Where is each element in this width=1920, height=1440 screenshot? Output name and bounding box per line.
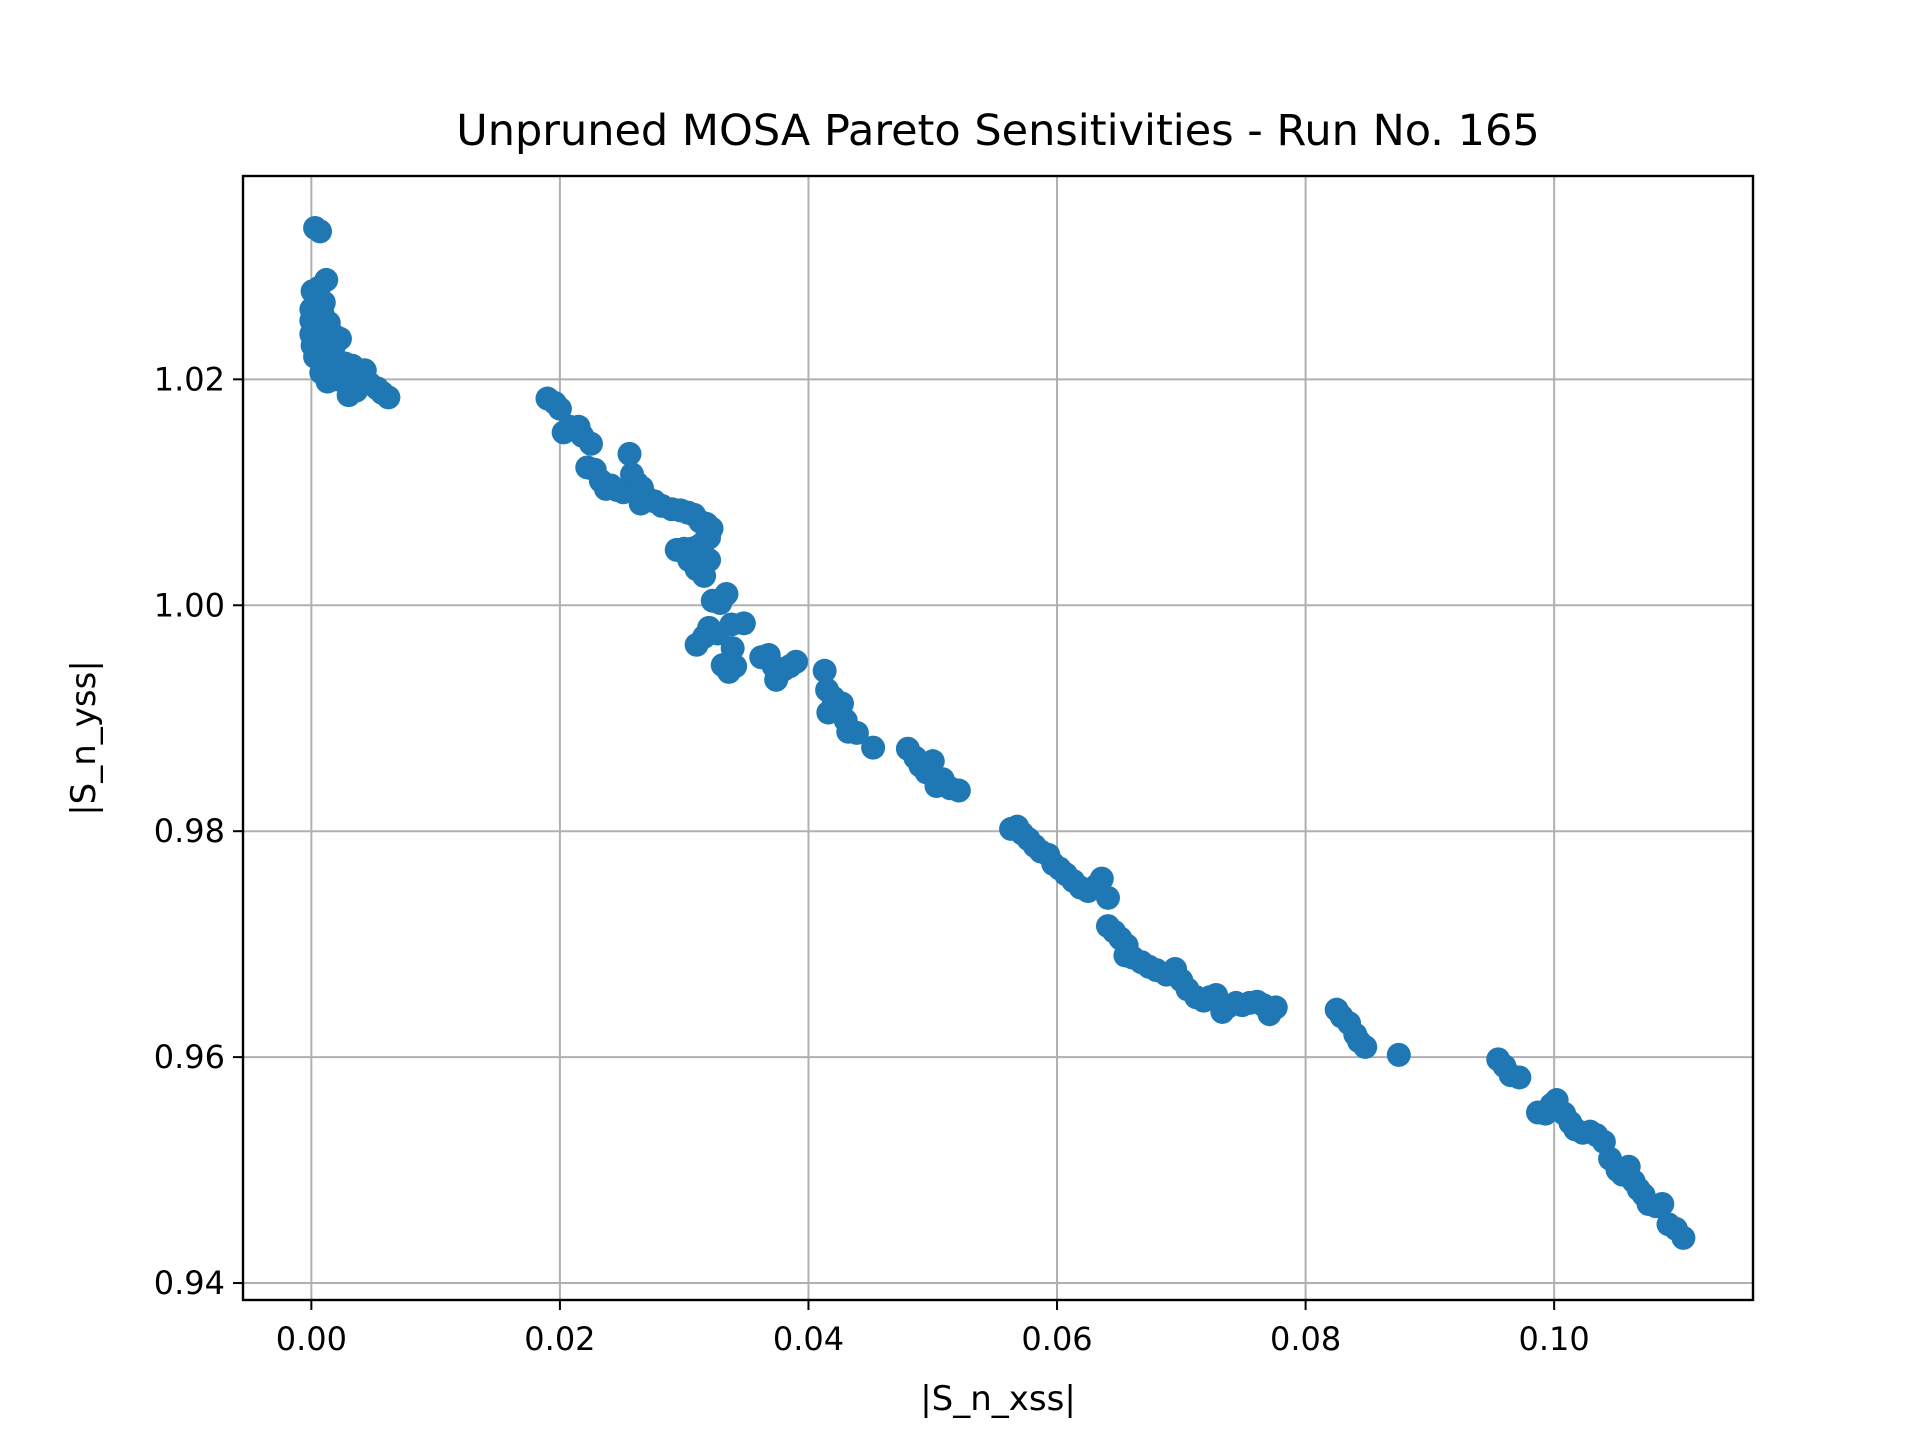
x-tick-label: 0.10: [1519, 1320, 1590, 1358]
grid: [243, 176, 1753, 1300]
y-tick-label: 0.96: [154, 1038, 225, 1076]
axis-ticks: 0.00 0.02 0.04 0.06 0.08 0.10 0.94 0.96 0.98 1.00…: [154, 360, 1590, 1358]
data-point: [1263, 995, 1288, 1020]
data-point: [684, 632, 709, 657]
data-point: [308, 219, 333, 244]
data-points: [299, 215, 1696, 1250]
data-point: [376, 385, 401, 410]
data-point: [714, 581, 739, 606]
x-axis-label: |S_n_xss|: [920, 1379, 1076, 1419]
data-point: [617, 441, 642, 466]
data-point: [1671, 1225, 1696, 1250]
data-point: [844, 720, 869, 745]
x-tick-label: 0.04: [773, 1320, 844, 1358]
x-tick-label: 0.02: [524, 1320, 595, 1358]
chart-title: Unpruned MOSA Pareto Sensitivities - Run…: [456, 106, 1539, 156]
data-point: [315, 369, 340, 394]
x-tick-label: 0.08: [1270, 1320, 1341, 1358]
y-tick-label: 1.02: [154, 360, 225, 398]
data-point: [784, 649, 809, 674]
data-point: [723, 654, 748, 679]
data-point: [946, 778, 971, 803]
data-point: [1353, 1034, 1378, 1059]
data-point: [697, 548, 722, 573]
data-point: [314, 267, 339, 292]
plot-frame: [241, 174, 1755, 1302]
data-point: [578, 431, 603, 456]
x-tick-label: 0.00: [276, 1320, 347, 1358]
data-point: [920, 749, 945, 774]
data-point: [1650, 1191, 1675, 1216]
y-axis-label: |S_n_yss|: [64, 660, 104, 816]
y-tick-label: 0.98: [154, 812, 225, 850]
x-tick-label: 0.06: [1021, 1320, 1092, 1358]
data-point: [861, 735, 886, 760]
y-tick-label: 1.00: [154, 586, 225, 624]
data-point: [1507, 1065, 1532, 1090]
data-point: [1095, 885, 1120, 910]
data-point: [1386, 1042, 1411, 1067]
data-point: [547, 396, 572, 421]
data-point: [1089, 866, 1114, 891]
data-point: [812, 658, 837, 683]
y-tick-label: 0.94: [154, 1264, 225, 1302]
data-point: [731, 611, 756, 636]
